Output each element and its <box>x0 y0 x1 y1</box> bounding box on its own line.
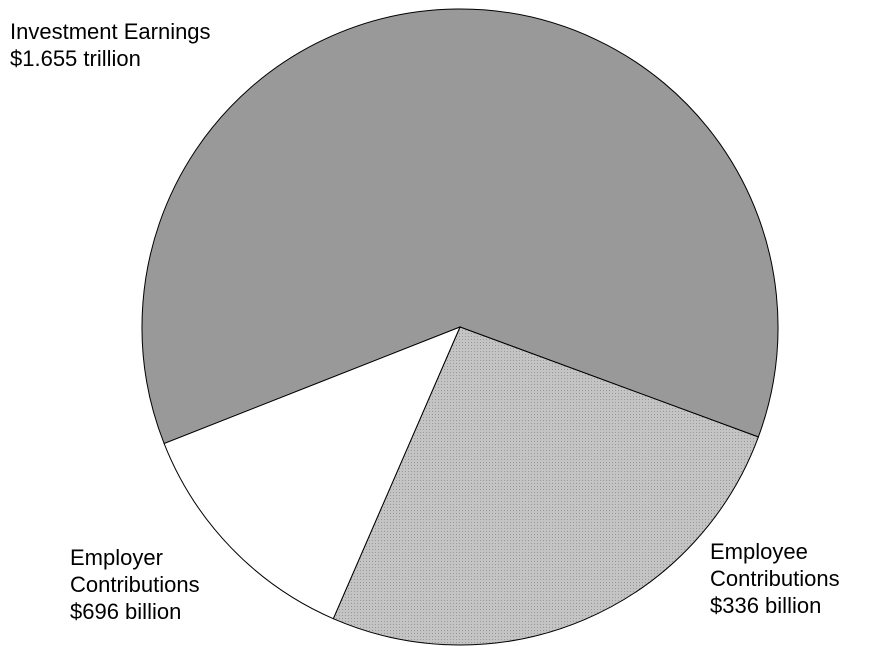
pie-slice <box>141 8 779 445</box>
category-label: Employer Contributions <box>70 545 200 597</box>
slice-label: Employer Contributions $696 billion <box>70 544 250 625</box>
value-label: $1.655 trillion <box>10 46 141 71</box>
pie-slice <box>163 326 461 620</box>
slice-label: Investment Earnings $1.655 trillion <box>10 18 310 72</box>
category-label: Employee Contributions <box>710 539 840 591</box>
slice-label: Employee Contributions $336 billion <box>710 538 880 619</box>
category-label: Investment Earnings <box>10 19 211 44</box>
value-label: $336 billion <box>710 593 822 618</box>
pie-slice <box>332 326 760 646</box>
value-label: $696 billion <box>70 599 182 624</box>
